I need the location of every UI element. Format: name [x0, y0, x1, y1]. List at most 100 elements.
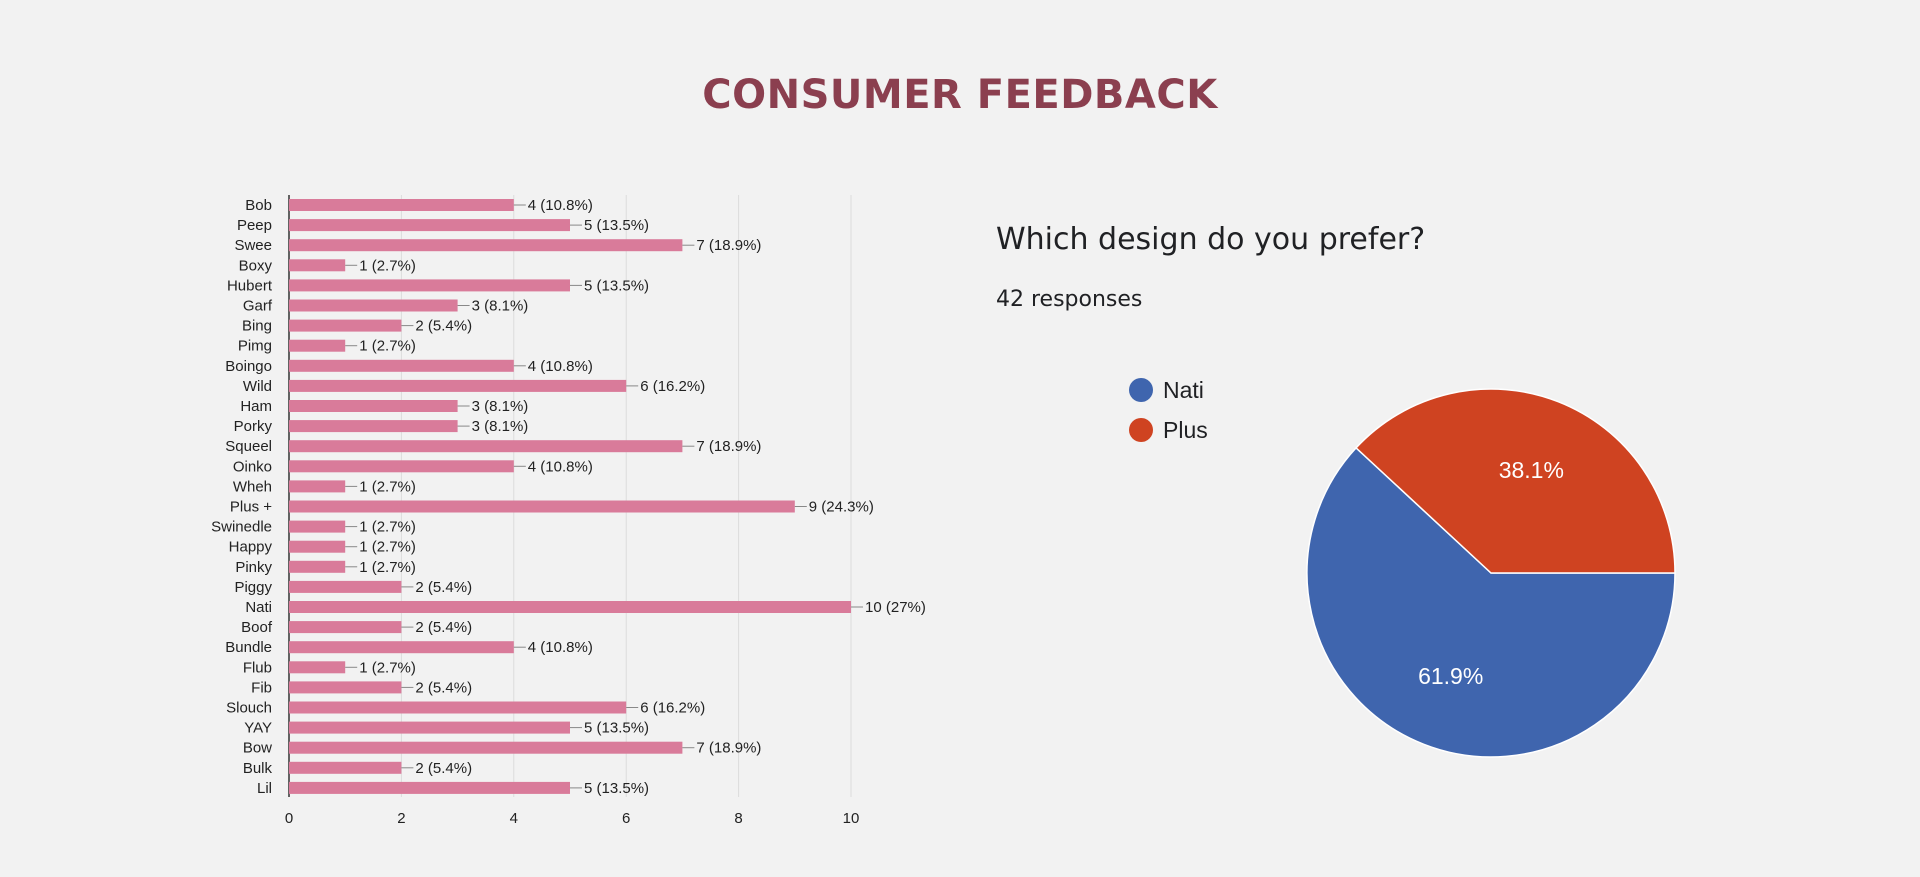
pie-slices: [1306, 388, 1676, 758]
bar-chart-data-labels: 4 (10.8%) 5 (13.5%) 7 (18.9%) 1 (2.7%) 5 (13…: [345, 197, 926, 797]
bar: [289, 319, 402, 332]
bar: [289, 681, 402, 694]
bar: [289, 761, 402, 774]
bar: [289, 621, 402, 634]
bar: [289, 279, 570, 292]
data-label: 1 (2.7%): [359, 519, 416, 536]
pie-chart-title: Which design do you prefer?: [996, 222, 1426, 257]
category-label: Boingo: [225, 358, 272, 375]
bar: [289, 741, 683, 754]
category-label: Squeel: [225, 438, 272, 455]
bar: [289, 721, 570, 734]
bar: [289, 440, 683, 453]
x-tick-label: 8: [734, 810, 742, 827]
category-label: Plus +: [230, 499, 272, 516]
data-label: 1 (2.7%): [359, 338, 416, 355]
category-label: Boxy: [239, 257, 273, 274]
data-label: 7 (18.9%): [696, 237, 761, 254]
bar: [289, 781, 570, 794]
x-tick-label: 2: [397, 810, 405, 827]
category-label: Bing: [242, 318, 272, 335]
category-label: Bow: [243, 740, 272, 757]
category-label: Wild: [243, 378, 272, 395]
bar: [289, 601, 851, 613]
data-label: 7 (18.9%): [696, 438, 761, 455]
data-label: 5 (13.5%): [584, 217, 649, 234]
category-label: Bulk: [243, 760, 273, 777]
pie-slice-plus: [1355, 388, 1676, 574]
bar: [289, 379, 627, 392]
data-label: 6 (16.2%): [640, 378, 705, 395]
data-label: 3 (8.1%): [472, 398, 529, 415]
bar: [289, 420, 458, 433]
bar-chart-x-ticks: 0 2 4 6 8 10: [285, 810, 860, 827]
category-label: Ham: [240, 398, 272, 415]
data-label: 4 (10.8%): [528, 639, 593, 656]
bar: [289, 299, 458, 312]
bar: [289, 199, 514, 211]
data-label: 1 (2.7%): [359, 257, 416, 274]
category-label: Garf: [243, 298, 273, 315]
data-label: 10 (27%): [865, 599, 926, 616]
bar: [289, 701, 627, 714]
category-label: Bob: [245, 197, 272, 214]
data-label: 1 (2.7%): [359, 539, 416, 556]
bar: [289, 239, 683, 252]
category-label: Peep: [237, 217, 272, 234]
data-label: 9 (24.3%): [809, 499, 874, 516]
page-title: CONSUMER FEEDBACK: [702, 72, 1218, 118]
bar-chart: Bob Peep Swee Boxy Hubert Garf Bing Pimg Boingo W…: [211, 195, 926, 827]
data-label: 5 (13.5%): [584, 780, 649, 797]
bar: [289, 339, 346, 352]
pie-chart-subtitle: 42 responses: [996, 287, 1143, 312]
category-label: Oinko: [233, 458, 272, 475]
legend-swatch: [1129, 378, 1153, 402]
category-label: Porky: [234, 418, 273, 435]
bar: [289, 500, 795, 513]
bar: [289, 641, 514, 654]
bar: [289, 400, 458, 412]
data-label: 1 (2.7%): [359, 478, 416, 495]
data-label: 7 (18.9%): [696, 740, 761, 757]
data-label: 2 (5.4%): [415, 318, 472, 335]
data-label: 6 (16.2%): [640, 700, 705, 717]
data-label: 2 (5.4%): [415, 619, 472, 636]
category-label: Wheh: [233, 478, 272, 495]
data-label: 2 (5.4%): [415, 579, 472, 596]
pie-slice-labels: 61.9% 38.1%: [1418, 457, 1564, 689]
bar: [289, 259, 346, 272]
data-label: 3 (8.1%): [472, 298, 529, 315]
bar-chart-category-labels: Bob Peep Swee Boxy Hubert Garf Bing Pimg Boingo W…: [211, 197, 273, 797]
pie-slice-label: 38.1%: [1499, 457, 1564, 483]
bar-chart-gridlines: [288, 195, 852, 797]
legend-label: Nati: [1163, 377, 1204, 403]
bar: [289, 560, 346, 573]
category-label: Slouch: [226, 700, 272, 717]
pie-slice-nati: [1306, 446, 1676, 758]
data-label: 3 (8.1%): [472, 418, 529, 435]
category-label: Bundle: [225, 639, 272, 656]
category-label: Hubert: [227, 277, 273, 294]
category-label: YAY: [244, 720, 272, 737]
bar-chart-bars: [289, 199, 851, 794]
category-label: Swee: [234, 237, 272, 254]
category-label: Flub: [243, 659, 272, 676]
bar: [289, 480, 346, 493]
x-tick-label: 4: [510, 810, 518, 827]
data-label: 5 (13.5%): [584, 277, 649, 294]
category-label: Boof: [241, 619, 273, 636]
bar: [289, 520, 346, 533]
category-label: Fib: [251, 679, 272, 696]
data-label: 1 (2.7%): [359, 659, 416, 676]
bar: [289, 540, 346, 553]
x-tick-label: 0: [285, 810, 293, 827]
data-label: 1 (2.7%): [359, 559, 416, 576]
x-tick-label: 6: [622, 810, 630, 827]
data-label: 2 (5.4%): [415, 760, 472, 777]
category-label: Pimg: [238, 338, 272, 355]
pie-slice-label: 61.9%: [1418, 663, 1483, 689]
legend-label: Plus: [1163, 417, 1208, 443]
category-label: Nati: [245, 599, 272, 616]
data-label: 4 (10.8%): [528, 458, 593, 475]
